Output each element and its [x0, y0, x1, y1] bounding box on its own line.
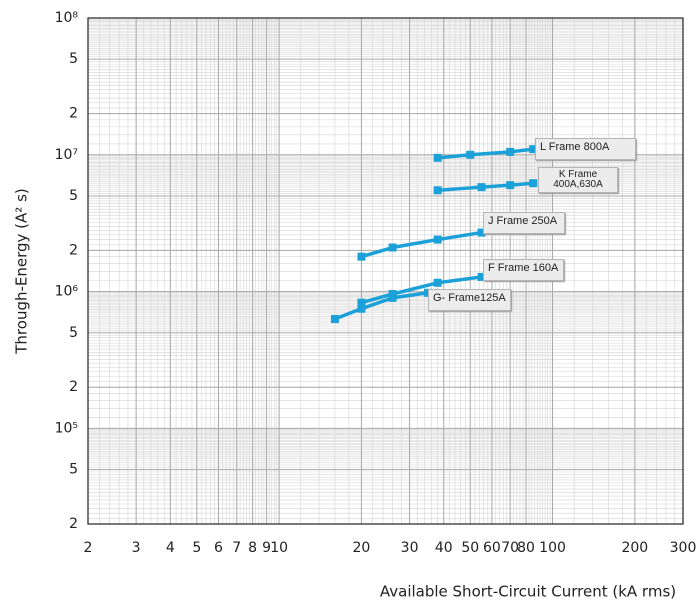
series-label: F Frame 160A [483, 259, 564, 281]
x-tick-label: 80 [517, 540, 535, 556]
x-tick-label: 300 [670, 540, 697, 556]
plot-border [87, 17, 684, 525]
x-tick-label: 200 [621, 540, 648, 556]
series-line [437, 181, 534, 193]
data-point [477, 272, 486, 281]
data-point [388, 293, 397, 302]
data-point [477, 228, 486, 237]
x-axis-title: Available Short-Circuit Current (kA rms) [380, 583, 676, 601]
y-tick-label: 2 [69, 379, 78, 395]
data-point [433, 278, 442, 287]
data-point [357, 298, 366, 307]
x-tick-label: 5 [192, 540, 201, 556]
y-tick-label: 5 [69, 462, 78, 478]
data-point [529, 179, 538, 188]
x-tick-label: 40 [435, 540, 453, 556]
series-line [437, 147, 534, 160]
series-label: J Frame 250A [483, 212, 565, 234]
x-tick-label: 9 [262, 540, 271, 556]
y-tick-label: 10⁸ [55, 10, 79, 26]
x-tick-label: 3 [132, 540, 141, 556]
y-tick-label: 10⁶ [55, 284, 79, 300]
data-point [357, 304, 366, 313]
data-point [433, 153, 442, 162]
data-point [506, 181, 515, 190]
y-tick-label: 10⁵ [55, 420, 78, 436]
x-tick-label: 30 [401, 540, 419, 556]
minor-grid [88, 17, 683, 524]
y-tick-label: 5 [69, 325, 78, 341]
data-point [433, 235, 442, 244]
series-line [360, 230, 482, 259]
x-tick-label: 4 [166, 540, 175, 556]
x-tick-label: 8 [248, 540, 257, 556]
y-tick-label: 2 [69, 106, 78, 122]
x-tick-label: 20 [353, 540, 371, 556]
series-label: G- Frame125A [428, 289, 511, 311]
x-tick-label: 70 [501, 540, 519, 556]
x-tick-label: 2 [84, 540, 93, 556]
data-point [477, 183, 486, 192]
x-tick-label: 100 [539, 540, 566, 556]
series-label: L Frame 800A [535, 138, 636, 160]
data-point [466, 150, 475, 159]
series-label: K Frame 400A,630A [538, 167, 618, 193]
x-tick-label: 7 [232, 540, 241, 556]
data-point [357, 252, 366, 261]
data-point [506, 147, 515, 156]
data-point [330, 315, 339, 324]
y-tick-label: 10⁷ [55, 147, 78, 163]
y-tick-label: 5 [69, 51, 78, 67]
data-point [388, 243, 397, 252]
x-tick-label: 60 [483, 540, 501, 556]
data-point [423, 288, 432, 297]
series-line [334, 291, 429, 321]
x-tick-label: 50 [461, 540, 479, 556]
data-point [529, 145, 538, 154]
data-point [433, 186, 442, 195]
y-tick-label: 2 [69, 242, 78, 258]
x-tick-label: 10 [270, 540, 288, 556]
x-tick-label: 6 [214, 540, 223, 556]
series-line [360, 275, 482, 305]
y-axis-title: Through-Energy (A² s) [13, 188, 31, 354]
y-tick-label: 2 [69, 516, 78, 532]
y-tick-label: 5 [69, 188, 78, 204]
